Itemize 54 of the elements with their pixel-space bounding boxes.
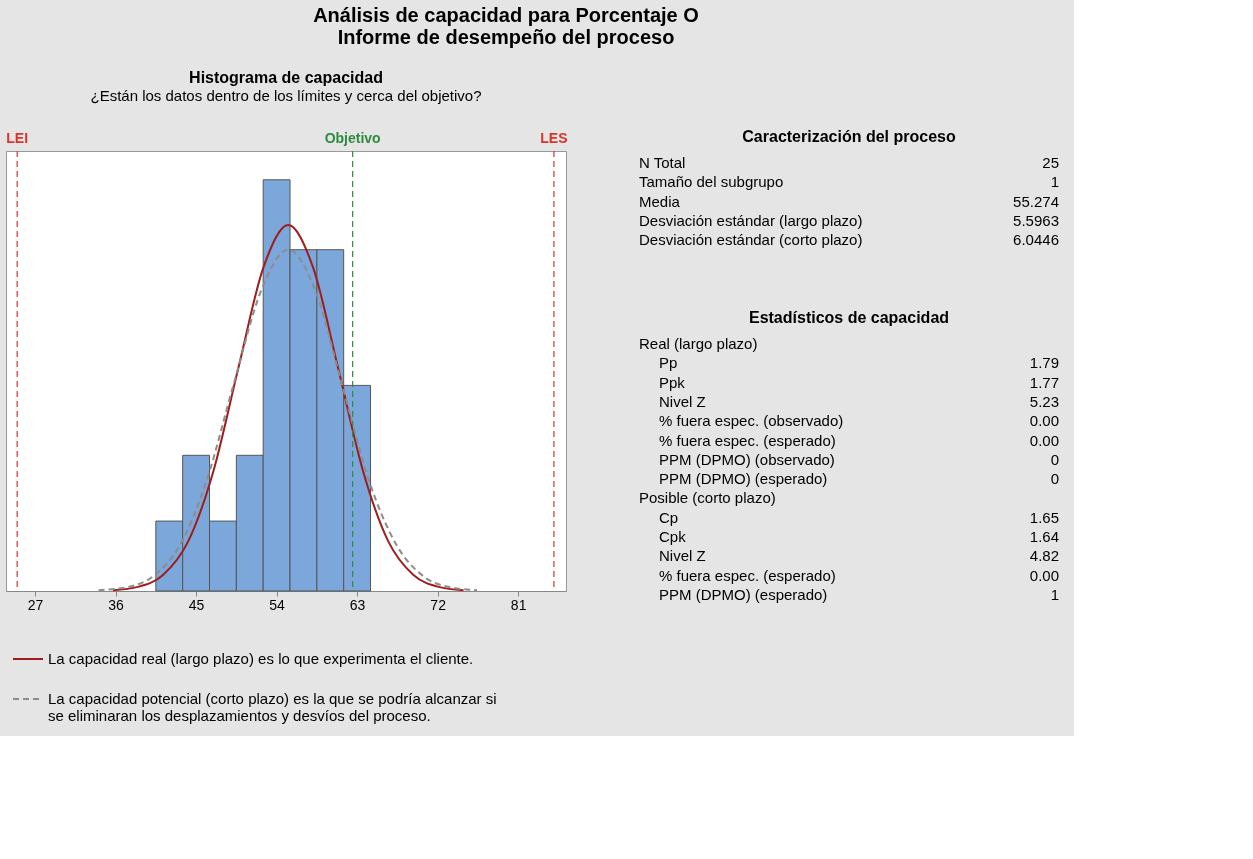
- text: 6.0446: [1013, 231, 1059, 249]
- category-label: PPM (DPMO) (esperado): [659, 585, 828, 603]
- category-label: Media: [639, 192, 681, 210]
- x-tick-label: 27: [27, 596, 44, 613]
- text: 55.274: [1013, 192, 1059, 210]
- category-label: Posible (corto plazo): [639, 489, 776, 507]
- text: 0: [1050, 450, 1059, 468]
- chart-title: Histograma de capacidad: [189, 69, 383, 86]
- text: 1.64: [1029, 528, 1059, 545]
- category-label: % fuera espec. (observado): [659, 412, 844, 430]
- category-label: Desviación estándar (corto plazo): [639, 231, 863, 249]
- category-label: PPM (DPMO) (observado): [659, 450, 835, 468]
- legend-label: La capacidad real (largo plazo) es lo que experimenta el cliente.: [48, 650, 474, 667]
- x-tick-label: 63: [349, 596, 366, 613]
- x-tick-label: 72: [430, 596, 447, 613]
- category-label: % fuera espec. (esperado): [659, 566, 836, 584]
- text: Análisis de capacidad para Porcentaje O: [313, 4, 699, 26]
- category-label: Nivel Z: [659, 547, 706, 565]
- category-label: % fuera espec. (esperado): [659, 431, 836, 449]
- x-tick-label: 45: [188, 596, 205, 613]
- text: 25: [1042, 154, 1059, 171]
- ref-line-label: Objetivo: [324, 130, 381, 146]
- text: 1.77: [1029, 373, 1059, 391]
- text: 1.65: [1029, 508, 1059, 526]
- category-label: PPM (DPMO) (esperado): [659, 470, 828, 488]
- category-label: N Total: [639, 154, 686, 171]
- category-label: Cp: [659, 508, 679, 526]
- chart-subtitle: ¿Están los datos dentro de los límites y cerca del objetivo?: [90, 87, 482, 104]
- text: 1: [1050, 585, 1059, 603]
- category-label: Desviación estándar (largo plazo): [639, 211, 863, 229]
- legend-label: La capacidad potencial (corto plazo) es la que se podría alcanzar si se eliminaran los desplazamientos y desvíos del proceso.: [48, 690, 497, 724]
- text: Caracterización del proceso: [742, 128, 956, 145]
- category-label: Ppk: [659, 373, 686, 391]
- category-label: Pp: [659, 354, 678, 372]
- ref-line-label: LEI: [6, 130, 29, 146]
- text: 1: [1050, 173, 1059, 191]
- text: 0: [1050, 470, 1059, 488]
- text: 0.00: [1029, 566, 1059, 584]
- text: Estadísticos de capacidad: [748, 309, 950, 326]
- category-label: Tamaño del subgrupo: [639, 173, 784, 191]
- text: Informe de desempeño del proceso: [337, 26, 675, 48]
- text: 4.82: [1029, 547, 1059, 565]
- text: 0.00: [1029, 412, 1059, 430]
- x-tick-label: 36: [108, 596, 125, 613]
- x-tick-label: 54: [269, 596, 286, 613]
- category-label: Real (largo plazo): [639, 335, 758, 352]
- category-label: Cpk: [659, 528, 687, 545]
- category-label: Nivel Z: [659, 392, 706, 410]
- text: 5.23: [1029, 392, 1059, 410]
- text: 1.79: [1029, 354, 1059, 372]
- text: 5.5963: [1013, 211, 1059, 229]
- x-tick-label: 81: [510, 596, 527, 613]
- ref-line-label: LES: [540, 130, 568, 146]
- text: 0.00: [1029, 431, 1059, 449]
